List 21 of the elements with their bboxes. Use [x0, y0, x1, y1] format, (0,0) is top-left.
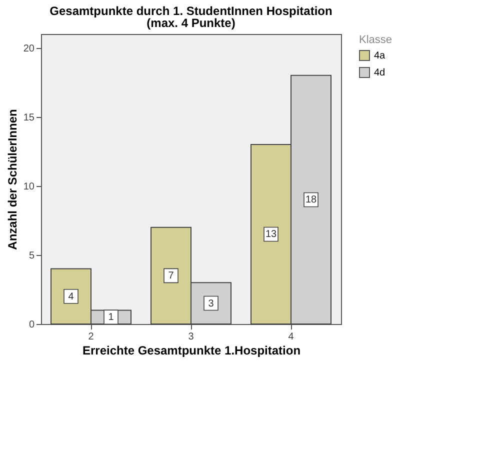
data-label: 3 — [208, 298, 214, 310]
y-tick-label: 15 — [23, 112, 35, 124]
y-tick-label: 20 — [23, 43, 35, 54]
data-label: 18 — [305, 194, 317, 206]
x-tick-label: 2 — [88, 332, 94, 342]
legend-label: 4d — [374, 68, 386, 78]
legend-label: 4a — [374, 50, 386, 62]
data-label: 1 — [108, 312, 114, 324]
x-axis-title: Erreichte Gesamtpunkte 1.Hospitation — [82, 344, 301, 358]
x-tick-label: 4 — [288, 332, 294, 342]
y-tick-label: 5 — [28, 250, 35, 262]
data-label: 7 — [168, 270, 174, 282]
data-label: 4 — [68, 291, 74, 302]
y-tick-label: 10 — [23, 181, 35, 192]
data-label: 13 — [265, 229, 277, 240]
chart-subtitle: (max. 4 Punkte) — [146, 16, 236, 30]
x-tick-label: 3 — [188, 332, 194, 342]
legend-title: Klasse — [359, 34, 392, 46]
y-axis-title: Anzahl der SchülerInnen — [5, 109, 20, 250]
y-tick-label: 0 — [28, 320, 35, 330]
chart-title: Gesamtpunkte durch 1. StudentInnen Hospitation — [50, 4, 332, 18]
